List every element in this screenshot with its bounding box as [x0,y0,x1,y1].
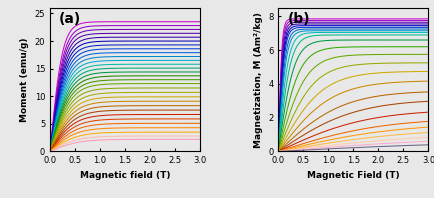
Y-axis label: Moment (emu/g): Moment (emu/g) [20,37,29,122]
Y-axis label: Magnetization, M (Am²/kg): Magnetization, M (Am²/kg) [253,12,262,148]
X-axis label: Magnetic Field (T): Magnetic Field (T) [306,171,399,180]
Text: (a): (a) [59,12,81,26]
X-axis label: Magnetic field (T): Magnetic field (T) [80,171,170,180]
Text: (b): (b) [286,12,309,26]
